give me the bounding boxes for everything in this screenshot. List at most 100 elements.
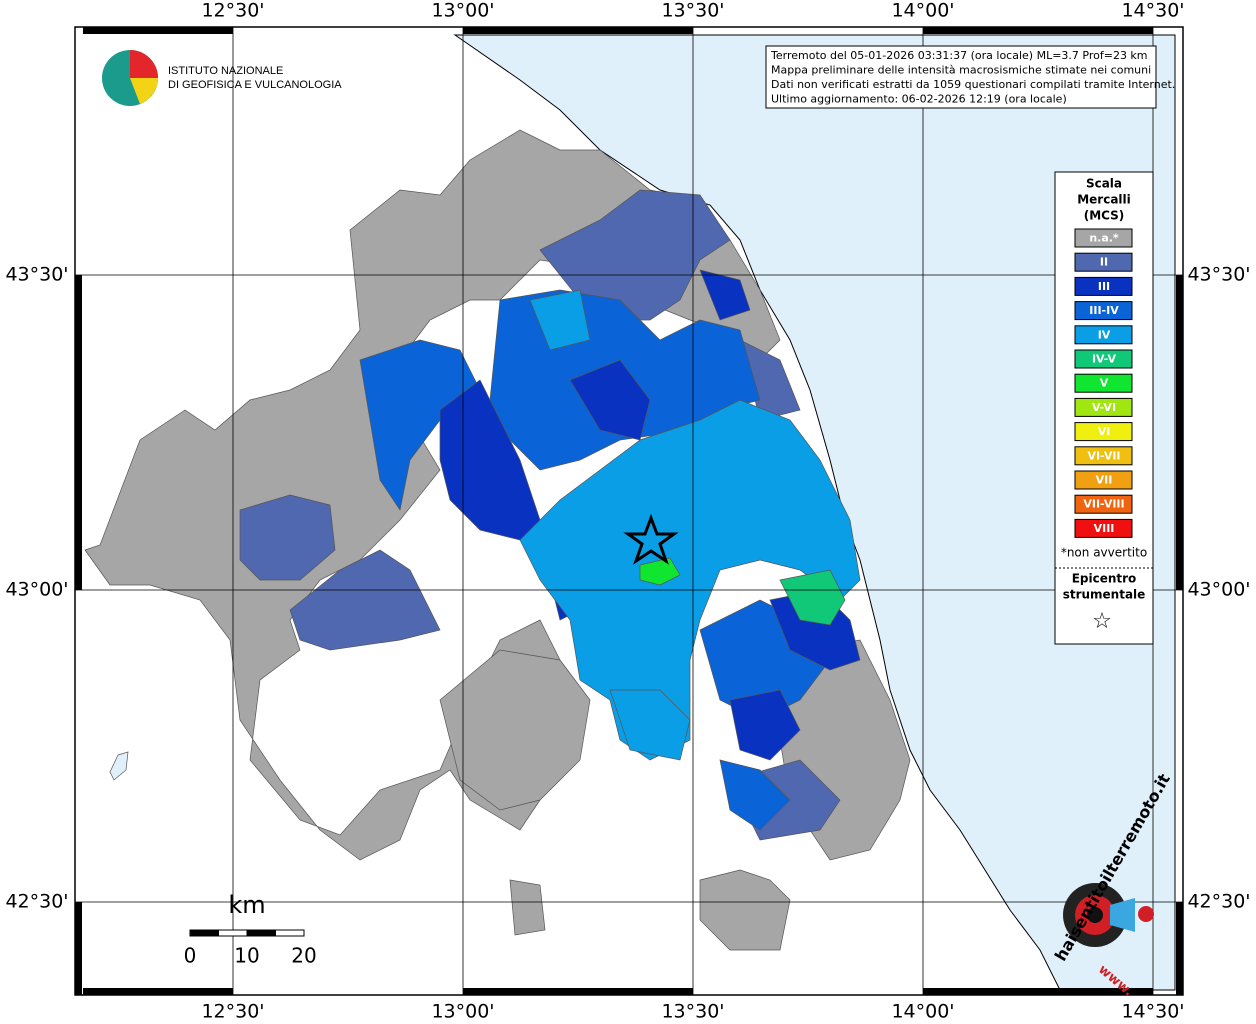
lon-label-bottom: 14°00' <box>891 1001 954 1023</box>
lat-label-left: 43°30' <box>5 264 68 286</box>
legend-epicentre: Epicentro <box>1072 572 1137 586</box>
lake <box>109 751 129 781</box>
legend-swatch <box>1074 494 1133 514</box>
municipality-area <box>439 649 591 811</box>
municipality-area <box>719 759 791 831</box>
lon-label-top: 14°00' <box>891 0 954 22</box>
legend-label: V <box>1100 377 1109 390</box>
municipality-area <box>289 549 441 651</box>
legend-swatch <box>1074 397 1133 417</box>
scale-label: 0 <box>184 944 197 968</box>
municipality-area <box>509 879 546 936</box>
legend-swatch <box>1074 518 1133 538</box>
legend-label: VII-VIII <box>1083 498 1124 511</box>
municipality-area <box>569 359 651 441</box>
legend-label: V-VI <box>1092 401 1116 414</box>
info-line: Terremoto del 05-01-2026 03:31:37 (ora l… <box>770 49 1148 62</box>
lon-label-bottom: 12°30' <box>201 1001 264 1023</box>
legend-label: VII <box>1096 474 1113 487</box>
lon-label-top: 14°30' <box>1121 0 1184 22</box>
frame-segment <box>83 27 233 34</box>
scale-label: 10 <box>234 944 259 968</box>
legend-swatch <box>1074 446 1133 466</box>
legend-epicentre: strumentale <box>1063 588 1146 602</box>
lon-label-top: 12°30' <box>201 0 264 22</box>
legend-swatch <box>1074 276 1133 296</box>
scale-segment <box>189 929 219 937</box>
lat-label-right: 43°00' <box>1187 579 1250 601</box>
frame-segment <box>923 27 1153 34</box>
lon-label-top: 13°00' <box>431 0 494 22</box>
legend-label: VI-VII <box>1087 449 1120 462</box>
legend-swatch <box>1074 325 1133 345</box>
legend-title: Scala <box>1086 177 1122 191</box>
legend-label: IV-V <box>1092 353 1117 366</box>
legend-label: VI <box>1098 425 1111 438</box>
municipality-area <box>359 339 481 511</box>
frame-segment <box>1176 275 1183 590</box>
frame-segment <box>463 988 693 995</box>
frame-segment <box>75 902 82 995</box>
frame-segment <box>923 988 1153 995</box>
municipality-area <box>609 689 691 761</box>
legend-label: III <box>1098 280 1110 293</box>
frame-segment <box>75 275 82 590</box>
legend-swatch <box>1074 301 1133 321</box>
frame-segment <box>463 27 693 34</box>
lat-label-right: 43°30' <box>1187 264 1250 286</box>
legend-swatch <box>1074 252 1133 272</box>
scale-unit: km <box>228 891 265 919</box>
logo-beam <box>1110 898 1135 932</box>
municipality-area <box>729 689 801 761</box>
legend-label: n.a.* <box>1089 232 1119 245</box>
municipality-area <box>699 269 751 321</box>
lat-label-left: 42°30' <box>5 891 68 913</box>
scale-segment <box>246 929 276 937</box>
frame-segment <box>83 988 233 995</box>
legend-swatch <box>1074 228 1133 248</box>
ingv-logo: ISTITUTO NAZIONALE DI GEOFISICA E VULCAN… <box>102 50 342 106</box>
lat-label-right: 42°30' <box>1187 891 1250 913</box>
institute-line: DI GEOFISICA E VULCANOLOGIA <box>168 79 342 91</box>
lon-label-bottom: 13°30' <box>661 1001 724 1023</box>
logo-dot <box>1138 906 1154 922</box>
lon-label-top: 13°30' <box>661 0 724 22</box>
epicentre-star <box>623 513 679 565</box>
scale-segment <box>218 929 248 937</box>
municipality-area <box>84 129 781 861</box>
legend-swatch <box>1074 422 1133 442</box>
sea <box>453 34 1176 991</box>
legend-title: (MCS) <box>1084 209 1125 223</box>
scale-label: 20 <box>291 944 316 968</box>
lon-label-bottom: 13°00' <box>431 1001 494 1023</box>
info-box <box>765 45 1157 109</box>
frame-segment <box>1176 902 1183 995</box>
legend-label: IV <box>1098 328 1111 341</box>
info-line: Mappa preliminare delle intensità macros… <box>771 64 1151 77</box>
legend-label: II <box>1100 256 1108 269</box>
lat-label-left: 43°00' <box>5 579 68 601</box>
scale-segment <box>275 929 305 937</box>
info-line: Dati non verificati estratti da 1059 que… <box>771 78 1175 91</box>
logo-segment <box>130 50 158 78</box>
legend-star: ☆ <box>1092 609 1112 634</box>
municipality-area <box>529 289 591 351</box>
legend-label: III-IV <box>1089 304 1119 317</box>
legend-title: Mercalli <box>1077 193 1131 207</box>
municipality-area <box>779 569 846 626</box>
logo-disc <box>1087 907 1103 923</box>
lon-label-bottom: 14°30' <box>1121 1001 1184 1023</box>
logo-segment <box>130 78 158 104</box>
legend-swatch <box>1074 470 1133 490</box>
legend-label: VIII <box>1094 522 1115 535</box>
municipality-area <box>239 494 336 581</box>
info-line: Ultimo aggiornamento: 06-02-2026 12:19 (… <box>771 93 1067 106</box>
legend-swatch <box>1074 373 1133 393</box>
municipality-area <box>519 399 861 761</box>
legend-note: *non avvertito <box>1061 546 1147 560</box>
municipality-area <box>699 869 791 951</box>
legend-swatch <box>1074 349 1133 369</box>
institute-line: ISTITUTO NAZIONALE <box>168 65 283 77</box>
